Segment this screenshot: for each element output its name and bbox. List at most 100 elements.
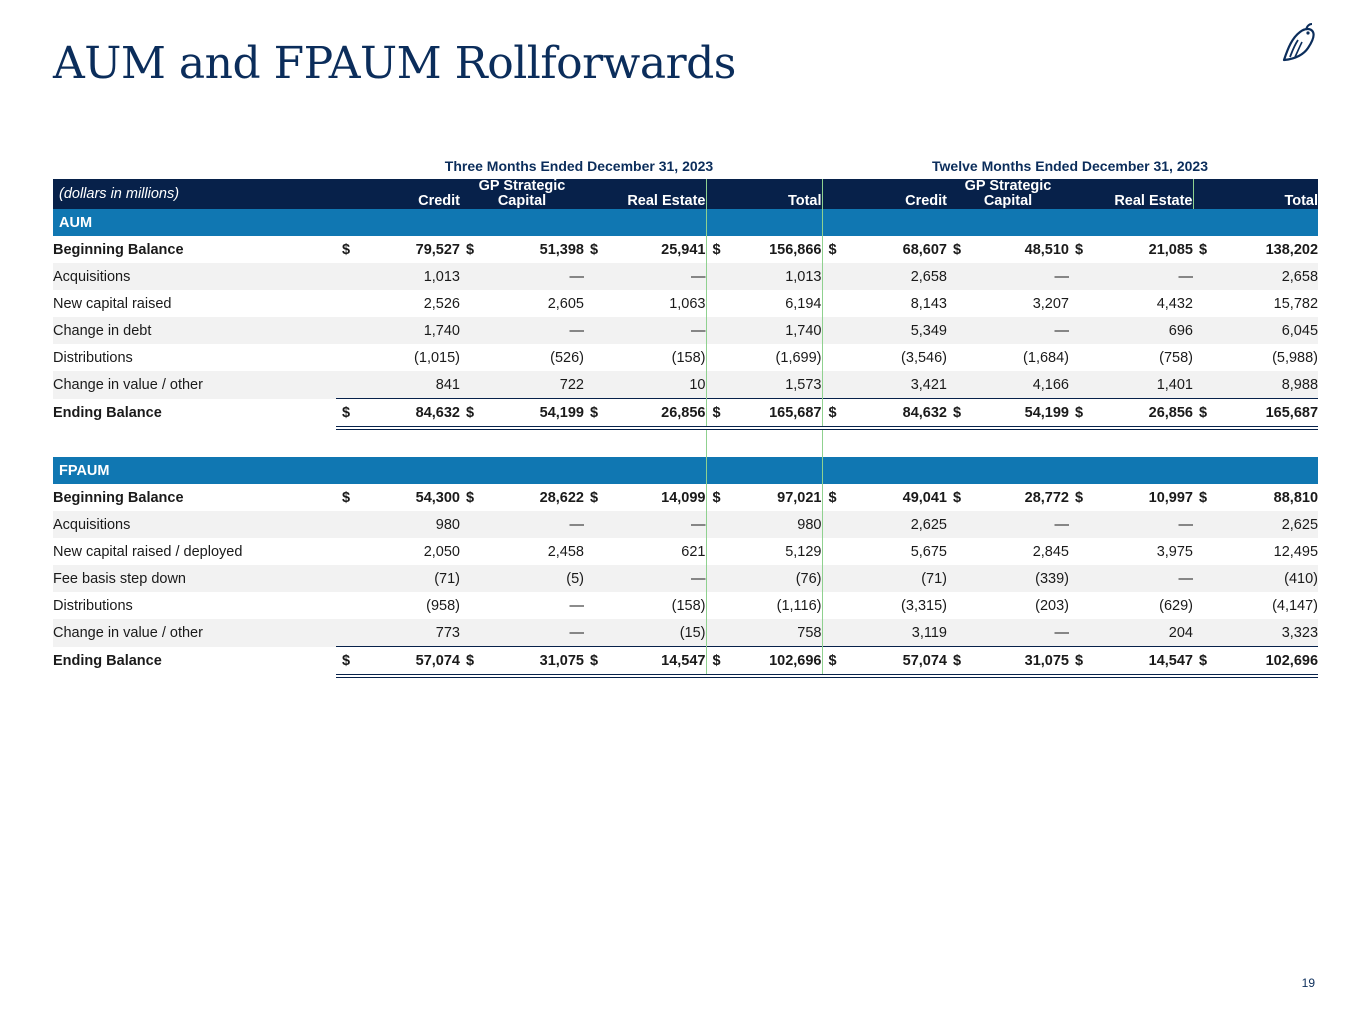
value-cell: $51,398 <box>460 236 584 263</box>
dollar-sign: $ <box>828 404 837 421</box>
value-cell: 4,166 <box>947 371 1069 399</box>
page-title: AUM and FPAUM Rollforwards <box>53 38 736 89</box>
value-cell: (339) <box>947 565 1069 592</box>
value: (758) <box>1159 349 1193 366</box>
value: 57,074 <box>902 652 947 669</box>
value: — <box>569 516 585 533</box>
value: 79,527 <box>415 241 460 258</box>
value: 758 <box>797 624 822 641</box>
value: 2,658 <box>910 268 947 285</box>
period-label: Twelve Months Ended December 31, 2023 <box>932 157 1208 174</box>
table-row: New capital raised 2,526 2,605 1,063 6,194 8,… <box>53 290 1318 317</box>
dollar-sign: $ <box>1075 489 1084 506</box>
period-label: Three Months Ended December 31, 2023 <box>444 157 714 174</box>
value-cell: 1,401 <box>1069 371 1193 399</box>
value: 2,625 <box>910 516 947 533</box>
dollar-sign: $ <box>953 652 962 669</box>
column-header: Credit <box>821 179 947 209</box>
section-label: AUM <box>53 209 336 236</box>
value: 31,075 <box>539 652 584 669</box>
row-label: Change in debt <box>53 317 336 344</box>
value-cell: — <box>460 263 584 290</box>
value-cell: 2,050 <box>336 538 460 565</box>
value-cell: 1,573 <box>705 371 822 399</box>
dollar-sign: $ <box>828 652 837 669</box>
row-label: Change in value / other <box>53 619 336 647</box>
section-label: FPAUM <box>53 457 336 484</box>
value: 54,199 <box>1024 404 1069 421</box>
value-cell: 5,675 <box>821 538 947 565</box>
value-cell: — <box>1069 565 1193 592</box>
value: — <box>569 597 585 614</box>
column-header: Credit <box>336 179 460 209</box>
value: 102,696 <box>769 652 822 669</box>
value-cell: $57,074 <box>336 646 460 678</box>
value: 49,041 <box>902 489 947 506</box>
value-cell: $102,696 <box>1193 646 1319 678</box>
value-cell: 696 <box>1069 317 1193 344</box>
table-row: Change in debt 1,740 — — 1,740 5,349 — 696 6,045 <box>53 317 1319 344</box>
table-row: Acquisitions 980 — — 980 2,625 — — 2,625 <box>53 511 1319 538</box>
value: — <box>569 322 585 339</box>
value: (4,147) <box>1272 597 1319 614</box>
table-row: Beginning Balance $54,300 $28,622 $14,099 $9… <box>53 484 1318 511</box>
value: — <box>1178 516 1194 533</box>
dollar-sign: $ <box>342 652 351 669</box>
value-cell: (15) <box>584 619 706 647</box>
value: (158) <box>671 349 706 366</box>
value-cell: (1,015) <box>336 344 460 371</box>
value-cell: 1,063 <box>584 290 706 317</box>
value-cell: — <box>584 511 706 538</box>
value-cell: (3,546) <box>821 344 947 371</box>
value-cell: — <box>584 263 706 290</box>
column-header: Real Estate <box>584 179 706 209</box>
table-row: Change in value / other 841 722 10 1,573 3,42… <box>53 371 1319 399</box>
value: 980 <box>797 516 822 533</box>
dollar-sign: $ <box>712 489 721 506</box>
value: (203) <box>1035 597 1069 614</box>
value-cell: $14,547 <box>1069 646 1193 678</box>
value: 696 <box>1168 322 1193 339</box>
value-cell: 980 <box>705 511 822 538</box>
value-cell: $10,997 <box>1069 484 1193 511</box>
value: (339) <box>1035 570 1069 587</box>
table-row: Fee basis step down (71) (5) — (76) (71) (339)… <box>53 565 1319 592</box>
row-label: Beginning Balance <box>53 241 184 258</box>
value-cell: 3,975 <box>1069 538 1193 565</box>
row-label: Ending Balance <box>53 653 162 670</box>
dollar-sign: $ <box>1075 241 1084 258</box>
value-cell: 2,658 <box>1193 263 1319 290</box>
value: 2,845 <box>1032 543 1069 560</box>
value-cell: — <box>584 565 706 592</box>
value-cell: 2,845 <box>947 538 1069 565</box>
dollar-sign: $ <box>1075 404 1084 421</box>
value: — <box>569 624 585 641</box>
column-header: GP Strategic Capital <box>460 179 584 209</box>
value: 97,021 <box>777 489 822 506</box>
value-cell: $26,856 <box>584 398 706 430</box>
dollar-sign: $ <box>590 404 599 421</box>
value: 2,458 <box>547 543 584 560</box>
value: (1,684) <box>1023 349 1069 366</box>
value-cell: (158) <box>584 592 706 619</box>
value-cell: (1,699) <box>705 344 822 371</box>
value: 8,143 <box>910 295 947 312</box>
dollar-sign: $ <box>590 489 599 506</box>
value-cell: $25,941 <box>584 236 706 263</box>
value: (71) <box>434 570 460 587</box>
value: 15,782 <box>1273 295 1319 312</box>
value-cell: $31,075 <box>460 646 584 678</box>
row-label: Distributions <box>53 597 133 614</box>
value-cell: $14,547 <box>584 646 706 678</box>
table-row: Distributions (958) — (158) (1,116) (3,315) (2… <box>53 592 1318 619</box>
value-cell: $14,099 <box>584 484 706 511</box>
value-cell: 980 <box>336 511 460 538</box>
value: (15) <box>679 624 706 641</box>
value: 1,401 <box>1156 376 1193 393</box>
value: 841 <box>435 376 460 393</box>
value: 10,997 <box>1148 489 1193 506</box>
dollar-sign: $ <box>1075 652 1084 669</box>
value-cell: 2,605 <box>460 290 584 317</box>
value-cell: 1,013 <box>705 263 822 290</box>
value-cell: 5,129 <box>705 538 822 565</box>
